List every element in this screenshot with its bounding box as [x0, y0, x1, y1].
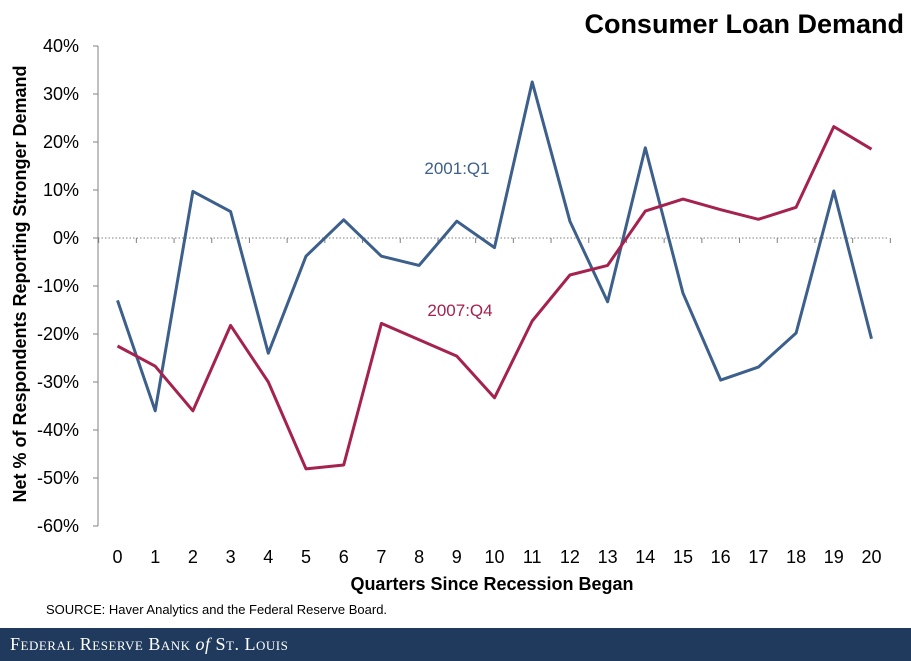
x-tick-label: 6	[339, 547, 349, 567]
x-tick-label: 17	[748, 547, 768, 567]
series-label-2001-q1: 2001:Q1	[424, 159, 489, 178]
x-tick-label: 2	[188, 547, 198, 567]
y-tick-label: 20%	[43, 132, 79, 152]
y-axis-title: Net % of Respondents Reporting Stronger …	[10, 65, 30, 502]
x-tick-label: 7	[376, 547, 386, 567]
x-tick-label: 0	[112, 547, 122, 567]
series-layer: 2001:Q1 2007:Q4	[116, 80, 873, 471]
x-tick-label: 4	[263, 547, 273, 567]
y-tick-label: 0%	[53, 228, 79, 248]
x-tick-label: 3	[226, 547, 236, 567]
y-axis: -60% -50% -40% -30% -20% -10% 0% 10% 20% 30% 40%	[37, 36, 99, 536]
x-tick-label: 12	[560, 547, 580, 567]
source-note: SOURCE: Haver Analytics and the Federal …	[46, 602, 387, 617]
footer-bank-name: Federal Reserve Bank	[10, 634, 191, 654]
x-tick-label: 20	[861, 547, 881, 567]
x-tick-label: 19	[824, 547, 844, 567]
series-line-2001-q1	[116, 80, 873, 413]
y-tick-label: -20%	[37, 324, 79, 344]
y-tick-label: -60%	[37, 516, 79, 536]
y-tick-label: -50%	[37, 468, 79, 488]
footer-of: of	[195, 634, 211, 654]
x-axis: 0 1 2 3 4 5 6 7 8 9 10 11 12 13 14 15 16 17 18 19 20	[98, 237, 891, 567]
x-tick-label: 15	[673, 547, 693, 567]
y-tick-label: 30%	[43, 84, 79, 104]
x-axis-title: Quarters Since Recession Began	[350, 574, 633, 594]
x-tick-label: 13	[598, 547, 618, 567]
chart-title: Consumer Loan Demand	[584, 9, 904, 39]
x-tick-label: 1	[150, 547, 160, 567]
y-tick-label: -10%	[37, 276, 79, 296]
x-tick-label: 10	[484, 547, 504, 567]
series-line-2007-q4	[116, 125, 873, 471]
x-tick-label: 11	[523, 547, 542, 567]
footer-logo-text: Federal Reserve Bank of St. Louis	[10, 634, 288, 655]
x-tick-label: 14	[635, 547, 655, 567]
footer-banner: Federal Reserve Bank of St. Louis	[0, 628, 911, 661]
series-label-2007-q4: 2007:Q4	[427, 301, 492, 320]
x-tick-label: 16	[711, 547, 731, 567]
y-tick-label: -40%	[37, 420, 79, 440]
footer-city: St. Louis	[215, 634, 289, 654]
x-tick-label: 5	[301, 547, 311, 567]
y-tick-label: 10%	[43, 180, 79, 200]
x-tick-label: 18	[786, 547, 806, 567]
x-tick-label: 8	[414, 547, 424, 567]
x-tick-label: 9	[452, 547, 462, 567]
y-tick-label: -30%	[37, 372, 79, 392]
y-tick-label: 40%	[43, 36, 79, 56]
